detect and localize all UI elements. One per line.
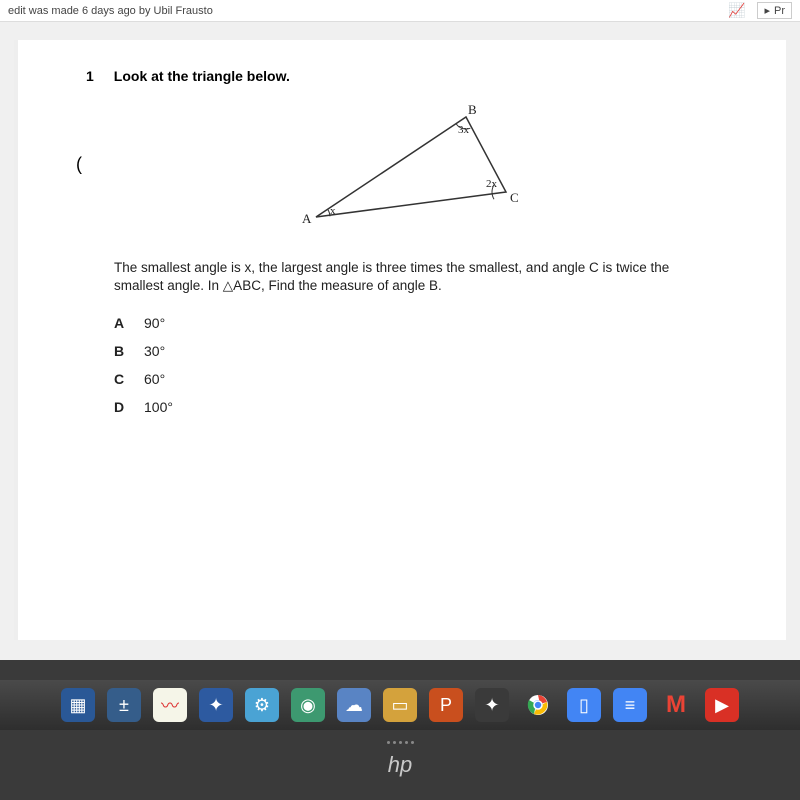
present-button[interactable]: ▸ Pr: [757, 2, 792, 19]
svg-text:3x: 3x: [458, 124, 470, 136]
taskbar-app-icon[interactable]: ✦: [199, 688, 233, 722]
taskbar-app-icon[interactable]: 〰: [153, 688, 187, 722]
taskbar-app-icon[interactable]: ◉: [291, 688, 325, 722]
triangle-diagram: A B Cx 3x 2x: [86, 102, 746, 237]
answer-value: 90°: [144, 315, 165, 331]
taskbar-app-icon[interactable]: ▭: [383, 688, 417, 722]
answer-letter: B: [114, 343, 128, 359]
present-label: Pr: [774, 5, 785, 17]
answer-option[interactable]: D 100°: [114, 399, 746, 415]
taskbar-app-icon[interactable]: ▶: [705, 688, 739, 722]
taskbar-app-icon[interactable]: ▯: [567, 688, 601, 722]
answer-value: 60°: [144, 371, 165, 387]
play-icon: ▸: [764, 4, 770, 17]
svg-text:B: B: [468, 102, 477, 117]
answer-option[interactable]: C 60°: [114, 371, 746, 387]
taskbar-app-icon[interactable]: P: [429, 688, 463, 722]
question-content: 1 Look at the triangle below. ( ABCx3x2x…: [14, 40, 786, 640]
taskbar-app-icon[interactable]: ⚙: [245, 688, 279, 722]
edit-info-text: edit was made 6 days ago by Ubil Frausto: [8, 5, 213, 17]
stray-paren: (: [76, 154, 82, 175]
taskbar-app-icon[interactable]: M: [659, 688, 693, 722]
answer-letter: D: [114, 399, 128, 415]
svg-text:x: x: [330, 205, 336, 217]
taskbar-app-icon[interactable]: [521, 688, 555, 722]
svg-text:2x: 2x: [486, 178, 498, 190]
taskbar-app-icon[interactable]: ▦: [61, 688, 95, 722]
answer-option[interactable]: A 90°: [114, 315, 746, 331]
laptop-brand: hp: [0, 752, 800, 778]
answer-letter: C: [114, 371, 128, 387]
browser-header: edit was made 6 days ago by Ubil Frausto…: [0, 0, 800, 22]
problem-text: The smallest angle is x, the largest ang…: [114, 259, 718, 295]
taskbar-app-icon[interactable]: ✦: [475, 688, 509, 722]
answer-option[interactable]: B 30°: [114, 343, 746, 359]
taskbar-app-icon[interactable]: ≡: [613, 688, 647, 722]
taskbar-app-icon[interactable]: ☁: [337, 688, 371, 722]
trend-icon[interactable]: 📈: [728, 2, 745, 19]
question-prompt: Look at the triangle below.: [114, 68, 290, 84]
answer-list: A 90° B 30° C 60° D 100°: [114, 315, 746, 415]
svg-text:A: A: [302, 211, 312, 226]
laptop-vents: [0, 741, 800, 744]
answer-letter: A: [114, 315, 128, 331]
svg-text:C: C: [510, 190, 519, 205]
taskbar-app-icon[interactable]: ±: [107, 688, 141, 722]
taskbar: ▦ ± 〰 ✦ ⚙ ◉ ☁ ▭ P ✦ ▯ ≡ M ▶: [0, 680, 800, 730]
answer-value: 100°: [144, 399, 173, 415]
answer-value: 30°: [144, 343, 165, 359]
question-number: 1: [86, 68, 94, 84]
